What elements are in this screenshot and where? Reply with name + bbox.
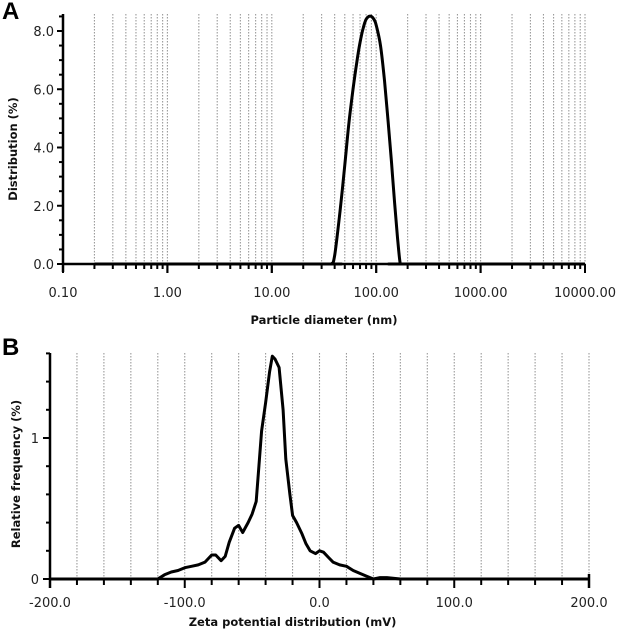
y-tick-label: 0.0 bbox=[33, 258, 54, 273]
zeta-curve bbox=[50, 354, 589, 581]
distribution-curve bbox=[94, 14, 585, 266]
grid-lines bbox=[76, 353, 590, 579]
grid-lines bbox=[93, 14, 586, 264]
y-tick-label: 6.0 bbox=[33, 83, 54, 98]
x-tick-label: 100.00 bbox=[353, 286, 399, 301]
y-tick-label: 4.0 bbox=[33, 142, 54, 157]
x-tick-label: 0.0 bbox=[309, 596, 330, 611]
x-tick-label: 100.0 bbox=[436, 596, 473, 611]
y-tick-label: 2.0 bbox=[33, 200, 54, 215]
x-tick-label: -100.0 bbox=[164, 596, 206, 611]
x-tick-label: 1.00 bbox=[153, 286, 182, 301]
y-axis-title: Relative frequency (%) bbox=[9, 400, 23, 548]
size-distribution-chart: 0.0 2.0 4.0 6.0 8.0 0.10 1.00 10.00 100.00 1000.0… bbox=[6, 14, 616, 327]
x-tick-label: 1000.00 bbox=[454, 286, 508, 301]
x-tick-label: -200.0 bbox=[29, 596, 71, 611]
x-tick-label: 200.0 bbox=[570, 596, 607, 611]
x-tick-label: 10000.00 bbox=[554, 286, 616, 301]
x-tick-label: 10.00 bbox=[253, 286, 290, 301]
y-axis-title: Distribution (%) bbox=[6, 97, 20, 200]
panel-a-label: A bbox=[2, 0, 20, 25]
x-tick-label: 0.10 bbox=[49, 286, 78, 301]
y-tick-label: 0 bbox=[31, 573, 39, 588]
y-tick-label: 1 bbox=[31, 432, 39, 447]
x-axis-title: Particle diameter (nm) bbox=[251, 313, 398, 327]
y-tick-label: 8.0 bbox=[33, 25, 54, 40]
panel-b-label: B bbox=[2, 334, 20, 361]
x-axis-title: Zeta potential distribution (mV) bbox=[189, 615, 397, 629]
